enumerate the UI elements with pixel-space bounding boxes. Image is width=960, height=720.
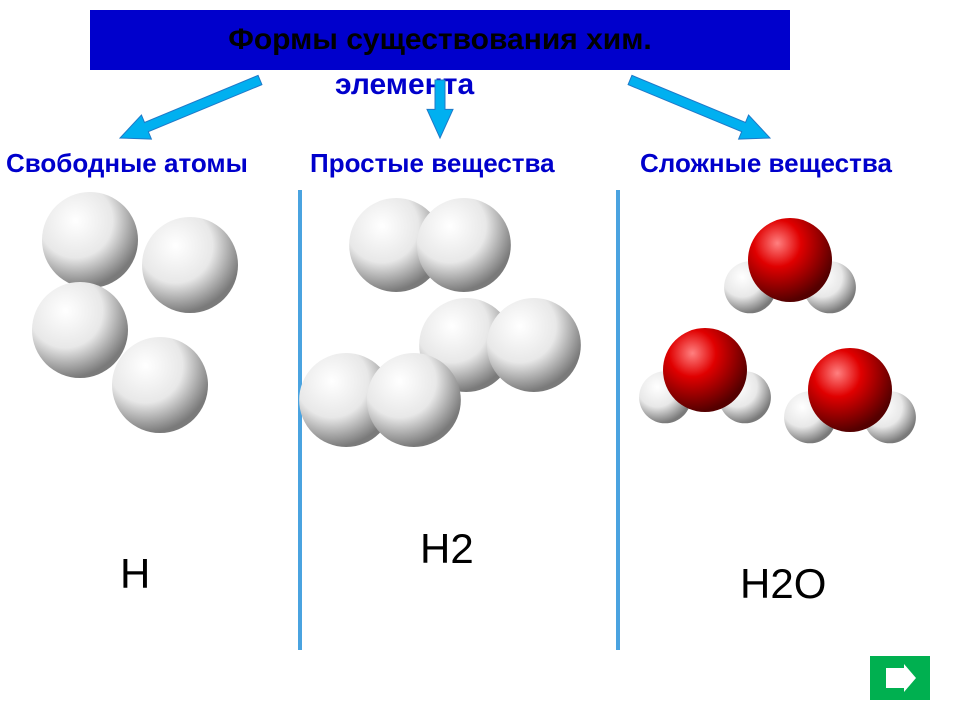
hydrogen-atom [42, 192, 138, 288]
water-o-atom [748, 218, 832, 302]
formula-h2o: H2O [740, 560, 826, 608]
water-o-atom [808, 348, 892, 432]
molecules-group [0, 0, 960, 720]
water-o-atom [663, 328, 747, 412]
h2-atom [367, 353, 461, 447]
next-button[interactable] [870, 656, 930, 700]
h2-atom [417, 198, 511, 292]
formula-h2: H2 [420, 525, 474, 573]
hydrogen-atom [112, 337, 208, 433]
next-arrow-icon [882, 664, 918, 692]
hydrogen-atom [32, 282, 128, 378]
h2-atom [487, 298, 581, 392]
formula-h: H [120, 550, 150, 598]
hydrogen-atom [142, 217, 238, 313]
